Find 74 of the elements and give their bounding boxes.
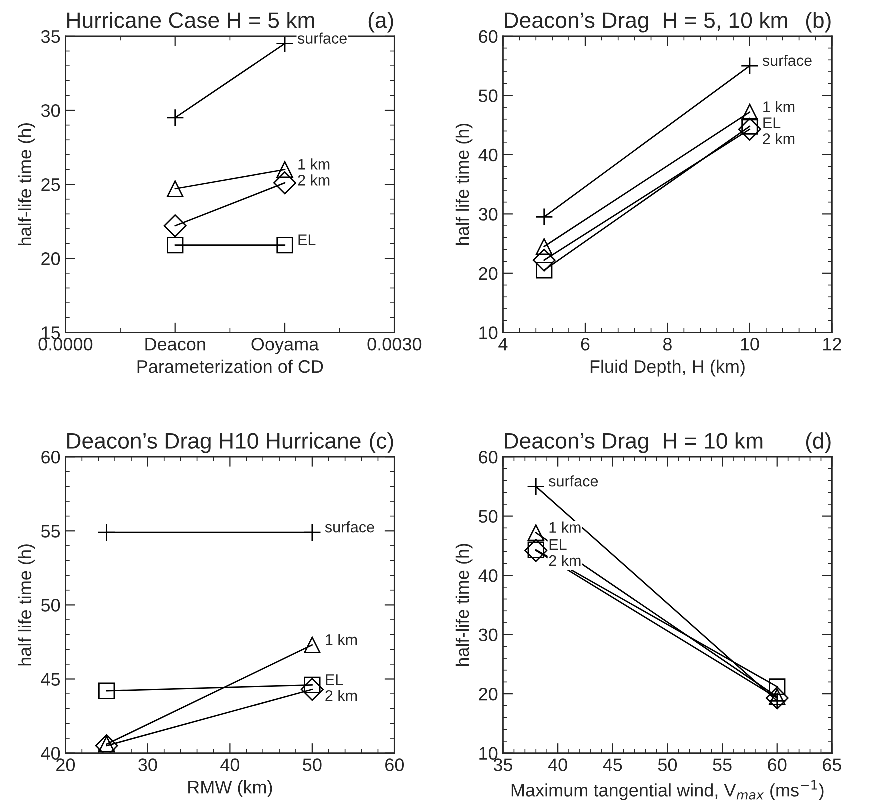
x-tick-label: 60: [386, 758, 404, 772]
chart-title: Deacon’s Drag H10 Hurricane: [68, 432, 361, 454]
x-tick-label: 0.0000: [38, 338, 93, 351]
annotation: surface: [549, 476, 598, 487]
annotation: surface: [325, 522, 374, 533]
chart-title: Deacon’s Drag H = 10 km: [505, 432, 763, 454]
annotation: surface: [298, 32, 347, 44]
x-tick-label: 55: [713, 758, 732, 772]
y-tick-label: 60: [479, 30, 498, 44]
y-tick-label: 50: [41, 599, 60, 612]
x-tick-label: 8: [663, 338, 672, 351]
y-tick-label: 30: [41, 104, 60, 118]
y-axis-title: half-life time (h): [456, 544, 473, 666]
x-tick-label: Ooyama: [252, 338, 320, 354]
y-tick-label: 20: [479, 688, 498, 701]
y-tick-label: 40: [41, 747, 60, 760]
y-tick-label: 50: [479, 510, 498, 524]
x-axis-title: Maximum tangential wind, V$_{max}$ (ms$^{−1}$): [512, 780, 824, 800]
chart-title: Deacon’s Drag H = 5, 10 km: [505, 12, 788, 33]
y-axis-title: half-life time (h): [18, 123, 36, 246]
y-tick-label: 25: [42, 178, 60, 192]
y-tick-label: 40: [478, 570, 498, 582]
y-tick-label: 10: [480, 326, 498, 340]
y-tick-label: 35: [41, 30, 60, 44]
x-tick-label: 10: [741, 338, 760, 351]
x-tick-label: Deacon: [146, 338, 206, 351]
annotation: surface: [762, 54, 812, 66]
annotation: 1 km: [326, 634, 358, 646]
x-tick-label: 45: [603, 758, 622, 772]
y-tick-label: 50: [479, 90, 498, 102]
text: (a): [368, 12, 394, 33]
x-axis-title: RMW (km): [188, 780, 272, 798]
x-tick-label: 65: [823, 758, 842, 772]
x-tick-label: 50: [658, 758, 678, 772]
x-tick-label: 30: [138, 758, 158, 772]
y-tick-label: 45: [41, 673, 60, 686]
annotation: 2 km: [763, 133, 795, 144]
annotation: EL: [298, 234, 316, 246]
y-tick-label: 40: [478, 148, 498, 162]
y-axis-title: half life time (h): [456, 124, 473, 246]
x-axis-title: Parameterization of CD: [138, 360, 324, 374]
annotation: EL: [326, 674, 344, 686]
x-tick-label: 20: [56, 758, 76, 772]
x-tick-label: 50: [303, 758, 322, 772]
annotation: EL: [764, 118, 781, 128]
annotation: 1 km: [550, 522, 581, 533]
annotation: 2 km: [549, 554, 581, 566]
y-tick-label: 55: [41, 525, 60, 538]
x-tick-label: 35: [494, 758, 513, 772]
x-tick-label: 40: [220, 758, 240, 772]
y-tick-label: 30: [478, 208, 498, 221]
y-tick-label: 30: [478, 628, 498, 642]
y-tick-label: 60: [479, 451, 498, 464]
x-tick-label: 4: [498, 338, 508, 351]
text: (c): [370, 432, 394, 454]
annotation: 2 km: [326, 690, 358, 702]
x-axis-title: Fluid Depth, H (km): [590, 360, 745, 377]
y-axis-title: half life time (h): [18, 544, 36, 666]
text: (b): [806, 12, 831, 33]
x-tick-label: 6: [581, 338, 590, 351]
x-tick-label: 0.0030: [368, 338, 422, 351]
chart-title: Hurricane Case H = 5 km: [68, 12, 314, 28]
x-tick-label: 40: [548, 758, 568, 772]
y-tick-label: 10: [480, 747, 498, 760]
annotation: EL: [550, 540, 567, 550]
text: (d): [806, 432, 831, 454]
x-tick-label: 60: [768, 758, 787, 772]
x-tick-label: 12: [824, 338, 842, 351]
y-tick-label: 20: [479, 267, 498, 280]
y-tick-label: 20: [42, 252, 60, 266]
annotation: 1 km: [298, 158, 330, 170]
y-tick-label: 60: [42, 451, 60, 464]
annotation: 2 km: [298, 174, 330, 186]
annotation: 1 km: [764, 101, 795, 112]
